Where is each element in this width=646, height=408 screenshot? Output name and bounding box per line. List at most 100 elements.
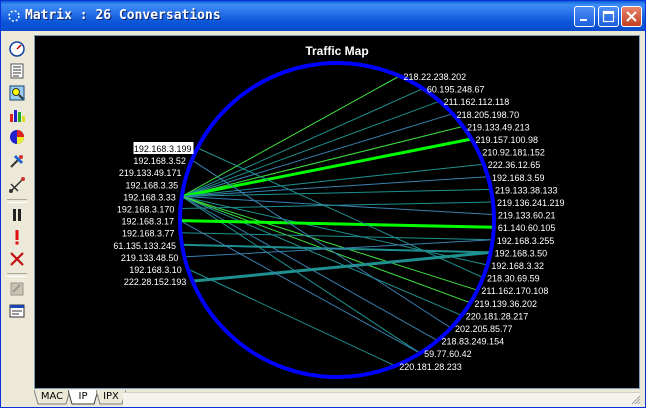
right-node-label[interactable]: 192.168.3.255 bbox=[497, 236, 555, 246]
right-node-label[interactable]: 61.140.60.105 bbox=[498, 223, 556, 233]
left-node-label[interactable]: 222.28.152.193 bbox=[124, 277, 187, 287]
left-toolbar bbox=[5, 35, 29, 403]
conversation-line bbox=[181, 195, 478, 291]
conversation-line bbox=[181, 100, 440, 197]
right-node-label[interactable]: 219.157.100.98 bbox=[475, 135, 538, 145]
left-node-label[interactable]: 192.168.3.17 bbox=[121, 217, 174, 227]
conversation-line bbox=[181, 195, 471, 304]
conversation-line bbox=[184, 239, 493, 258]
tab-ip[interactable]: IP bbox=[68, 390, 98, 405]
left-node-label[interactable]: 192.168.3.170 bbox=[117, 205, 175, 215]
minimize-button[interactable] bbox=[574, 6, 595, 27]
conversation-line bbox=[179, 220, 421, 354]
toolbar-separator bbox=[7, 199, 27, 203]
right-node-label[interactable]: 60.195.248.67 bbox=[427, 85, 485, 95]
right-node-label[interactable]: 192.168.3.32 bbox=[491, 261, 544, 271]
network-button[interactable] bbox=[7, 175, 27, 195]
pause-button[interactable] bbox=[7, 205, 27, 225]
conversation-line bbox=[181, 188, 492, 197]
right-node-label[interactable]: 219.133.49.213 bbox=[467, 122, 530, 132]
right-node-label[interactable]: 218.83.249.154 bbox=[442, 337, 505, 347]
toolbar-separator bbox=[7, 273, 27, 277]
maximize-button[interactable] bbox=[598, 6, 619, 27]
properties-button[interactable] bbox=[7, 301, 27, 321]
list-button[interactable] bbox=[7, 61, 27, 81]
right-node-label[interactable]: 210.92.181.152 bbox=[482, 148, 545, 158]
zoom-icon bbox=[9, 85, 25, 101]
left-node-label[interactable]: 192.168.3.52 bbox=[133, 156, 186, 166]
tab-mac[interactable]: MAC bbox=[34, 390, 70, 405]
right-node-label[interactable]: 202.205.85.77 bbox=[455, 324, 513, 334]
disabled-tool-button bbox=[7, 279, 27, 299]
conversation-line bbox=[181, 75, 400, 197]
conversation-line bbox=[181, 137, 472, 198]
left-node-label[interactable]: 219.133.49.171 bbox=[119, 168, 182, 178]
conversation-line bbox=[181, 163, 484, 197]
right-node-label[interactable]: 220.181.28.233 bbox=[399, 362, 462, 372]
left-node-label[interactable]: 192.168.3.35 bbox=[126, 180, 179, 190]
gauge-button[interactable] bbox=[7, 39, 27, 59]
right-node-label[interactable]: 219.139.36.202 bbox=[474, 299, 537, 309]
bar-chart-button[interactable] bbox=[7, 105, 27, 125]
right-node-label[interactable]: 59.77.60.42 bbox=[424, 349, 472, 359]
right-node-label[interactable]: 219.136.241.219 bbox=[497, 198, 565, 208]
conversation-line bbox=[192, 250, 491, 283]
left-node-label[interactable]: 219.133.48.50 bbox=[121, 253, 179, 263]
alert-icon bbox=[15, 230, 19, 245]
satellite-icon bbox=[10, 154, 24, 168]
conversation-line bbox=[187, 268, 396, 367]
conversation-line bbox=[179, 219, 494, 229]
conversation-line bbox=[197, 147, 484, 279]
left-node-label[interactable]: 61.135.133.245 bbox=[113, 241, 176, 251]
right-node-label[interactable]: 192.168.3.50 bbox=[495, 248, 548, 258]
right-node-label[interactable]: 192.168.3.59 bbox=[492, 173, 545, 183]
right-node-label[interactable]: 219.133.60.21 bbox=[498, 211, 556, 221]
alert-button[interactable] bbox=[7, 227, 27, 247]
conversation-line bbox=[181, 195, 462, 316]
satellite-button[interactable] bbox=[7, 151, 27, 171]
conversation-line bbox=[191, 159, 452, 329]
list-icon bbox=[10, 63, 24, 79]
right-node-label[interactable]: 220.181.28.217 bbox=[466, 311, 529, 321]
right-node-label[interactable]: 211.162.170.108 bbox=[481, 286, 548, 296]
right-node-label[interactable]: 218.22.238.202 bbox=[404, 72, 467, 82]
tab-mac-label: MAC bbox=[40, 391, 64, 402]
properties-icon bbox=[9, 304, 25, 318]
pie-chart-icon bbox=[10, 130, 24, 144]
window-title: Matrix : 26 Conversations bbox=[25, 8, 221, 23]
tab-strip: MAC IP IPX bbox=[34, 390, 640, 406]
traffic-map[interactable]: 192.168.3.199 192.168.3.52 219.133.49.171 1… bbox=[35, 36, 639, 388]
close-button[interactable] bbox=[621, 6, 642, 27]
zoom-button[interactable] bbox=[7, 83, 27, 103]
delete-button[interactable] bbox=[7, 249, 27, 269]
left-node-label[interactable]: 192.168.3.77 bbox=[122, 229, 175, 239]
resize-grip-icon[interactable] bbox=[631, 395, 641, 405]
pie-chart-button[interactable] bbox=[7, 127, 27, 147]
right-node-label[interactable]: 219.133.38.133 bbox=[495, 185, 558, 195]
horizontal-scrollbar[interactable] bbox=[123, 392, 640, 407]
bar-chart-icon bbox=[10, 110, 25, 122]
conversation-line bbox=[180, 201, 493, 209]
traffic-map-panel: Traffic Map 192.168.3.199 192.168.3.52 219… bbox=[34, 35, 640, 389]
left-node-label[interactable]: 192.168.3.33 bbox=[123, 192, 176, 202]
left-node-label[interactable]: 192.168.3.10 bbox=[129, 265, 182, 275]
close-icon bbox=[626, 11, 637, 22]
selected-node-highlight bbox=[133, 142, 194, 154]
pause-icon bbox=[13, 209, 21, 221]
tab-ipx[interactable]: IPX bbox=[96, 390, 126, 405]
title-bar[interactable]: Matrix : 26 Conversations bbox=[1, 1, 645, 31]
right-node-label[interactable]: 218.205.198.70 bbox=[457, 110, 520, 120]
tab-ipx-label: IPX bbox=[103, 391, 119, 402]
disabled-tool-icon bbox=[10, 282, 24, 296]
conversation-line bbox=[181, 125, 464, 197]
tab-ip-label: IP bbox=[78, 391, 88, 402]
right-node-label[interactable]: 218.30.69.59 bbox=[487, 274, 540, 284]
left-node-label[interactable]: 192.168.3.199 bbox=[134, 144, 192, 154]
right-node-label[interactable]: 211.162.112.118 bbox=[444, 97, 510, 107]
conversation-line bbox=[181, 176, 488, 197]
right-node-label[interactable]: 222.36.12.65 bbox=[488, 160, 541, 170]
gauge-icon bbox=[9, 41, 25, 57]
matrix-app-icon bbox=[8, 10, 20, 22]
network-icon bbox=[9, 177, 25, 193]
